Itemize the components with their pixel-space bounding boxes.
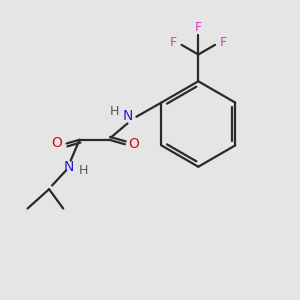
Text: F: F [195,20,202,34]
Text: F: F [220,37,227,50]
Text: N: N [63,160,74,174]
Text: O: O [128,137,139,151]
Text: N: N [123,110,133,123]
Text: H: H [110,105,119,119]
Text: O: O [52,136,62,151]
Text: F: F [170,37,177,50]
Text: H: H [79,164,88,177]
